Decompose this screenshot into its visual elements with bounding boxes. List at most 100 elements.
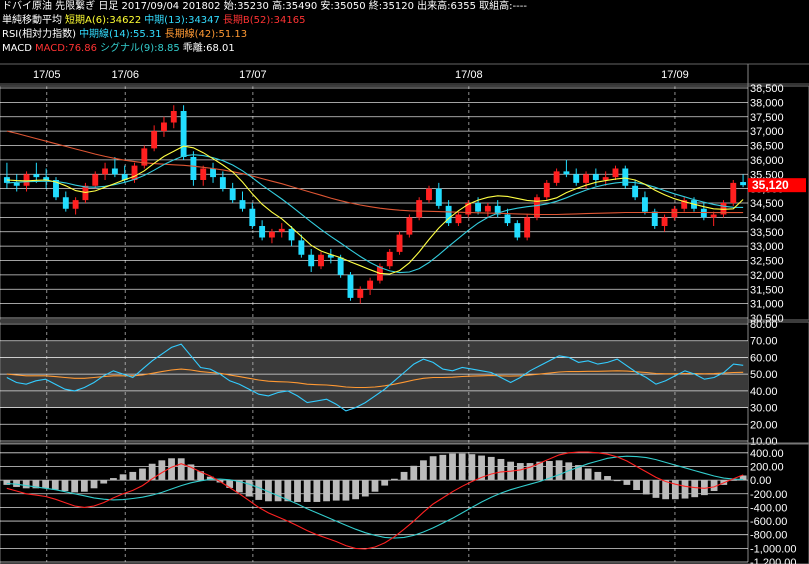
macd-histogram-bar xyxy=(458,453,466,481)
macd-histogram-bar xyxy=(681,480,689,499)
candle-body xyxy=(200,168,207,180)
candle-body xyxy=(337,257,344,275)
macd-histogram-bar xyxy=(235,480,243,493)
candle-body xyxy=(92,174,99,186)
candle-body xyxy=(543,182,550,198)
macd-histogram-bar xyxy=(265,480,272,502)
macd-histogram-bar xyxy=(390,478,398,481)
candle-body xyxy=(426,188,432,201)
candle-body xyxy=(347,274,354,298)
macd-histogram-bar xyxy=(613,480,621,482)
macd-histogram-bar xyxy=(294,480,301,502)
macd-histogram-bar xyxy=(3,480,11,485)
macd-histogram-bar xyxy=(671,480,679,500)
macd-y-tick-label: 400.00 xyxy=(750,448,784,460)
macd-histogram-bar xyxy=(400,471,408,481)
rsi-mid-legend: 中期線(14):55.31 xyxy=(79,29,162,40)
candle-body xyxy=(386,251,393,267)
macd-histogram-bar xyxy=(381,480,389,486)
rsi-y-tick-label: 10.00 xyxy=(750,436,778,448)
candle-body xyxy=(131,165,138,180)
candle-body xyxy=(318,254,324,267)
macd-histogram-bar xyxy=(410,465,418,481)
price-panel: 38,50038,00037,50037,00036,50036,00035,5… xyxy=(0,83,809,325)
rsi-long-legend: 長期線(42):51.13 xyxy=(164,29,248,40)
ma-short-line xyxy=(6,145,744,275)
candle-body xyxy=(651,211,658,226)
candle-body xyxy=(33,174,40,178)
last-price-label: 35,120 xyxy=(752,178,789,192)
candle-body xyxy=(504,214,511,224)
macd-histogram-bar xyxy=(32,480,40,489)
price-y-tick-label: 38,500 xyxy=(750,83,784,95)
candle-body xyxy=(239,200,246,209)
macd-histogram-bar xyxy=(449,453,456,481)
macd-histogram-bar xyxy=(129,471,137,481)
price-y-tick-label: 33,000 xyxy=(750,241,784,253)
rsi-y-tick-label: 40.00 xyxy=(750,386,778,398)
price-y-tick-label: 37,500 xyxy=(750,112,784,124)
macd-y-tick-label: 0.00 xyxy=(750,475,771,487)
candle-body xyxy=(465,203,472,215)
candle-body xyxy=(612,168,619,178)
price-y-tick-label: 33,500 xyxy=(750,227,784,239)
macd-histogram-bar xyxy=(226,480,234,488)
macd-histogram-bar xyxy=(739,475,747,481)
macd-histogram-bar xyxy=(90,480,98,489)
candle-body xyxy=(62,197,69,209)
macd-histogram-bar xyxy=(342,480,350,501)
macd-y-tick-label: -400.00 xyxy=(750,502,787,514)
candle-body xyxy=(72,200,79,209)
ma-legend-label: 単純移動平均 xyxy=(2,15,62,26)
price-y-tick-label: 36,000 xyxy=(750,155,784,167)
macd-histogram-bar xyxy=(168,458,175,481)
macd-line-legend: MACD:76.86 xyxy=(34,43,97,54)
candle-body xyxy=(259,226,266,238)
candle-body xyxy=(121,174,128,180)
macd-histogram-bar xyxy=(623,480,631,485)
macd-histogram-bar xyxy=(652,480,660,498)
macd-histogram-bar xyxy=(526,463,534,481)
macd-y-tick-label: -800.00 xyxy=(750,530,787,542)
candle-body xyxy=(514,223,521,238)
candle-body xyxy=(484,205,491,212)
signal-line xyxy=(6,455,744,539)
candle-body xyxy=(455,214,462,224)
macd-legend-label: MACD xyxy=(2,43,32,54)
ma-long-line xyxy=(6,130,744,216)
candle-body xyxy=(298,240,305,255)
candle-body xyxy=(740,182,747,186)
last-price-tag xyxy=(748,178,806,193)
macd-histogram-bar xyxy=(439,454,447,481)
candle-body xyxy=(23,174,30,186)
ma-mid-legend: 中期(13):34347 xyxy=(144,15,220,26)
candle-body xyxy=(357,289,364,298)
candle-body xyxy=(622,168,629,186)
macd-histogram-bar xyxy=(497,458,505,481)
candle-body xyxy=(43,177,50,180)
rsi-panel-frame xyxy=(0,321,809,444)
candle-body xyxy=(583,174,589,183)
macd-histogram-bar xyxy=(536,461,544,481)
rsi-legend: RSI(相対力指数) 中期線(14):55.31 長期線(42):51.13 xyxy=(2,28,250,41)
price-y-tick-label: 31,000 xyxy=(750,299,784,311)
candle-body xyxy=(553,171,560,183)
price-y-tick-label: 34,500 xyxy=(750,198,784,210)
candle-body xyxy=(249,208,256,226)
macd-histogram-bar xyxy=(371,480,379,492)
candle-body xyxy=(102,168,109,175)
candle-body xyxy=(151,131,158,149)
macd-histogram-bar xyxy=(604,476,611,481)
divergence-legend: 乖離:68.01 xyxy=(182,43,235,54)
macd-histogram-bar xyxy=(332,480,340,501)
rsi-y-tick-label: 50.00 xyxy=(750,369,778,381)
rsi-panel: 80.00 70.00 60.00 50.00 40.00 30.00 20.00 10.00 xyxy=(0,319,809,448)
price-panel-frame xyxy=(0,85,809,321)
macd-histogram-bar xyxy=(187,464,195,481)
macd-histogram-bar xyxy=(555,460,563,481)
macd-histogram-bar xyxy=(633,480,640,491)
price-y-tick-label: 36,500 xyxy=(750,141,784,153)
macd-histogram-bar xyxy=(468,454,476,481)
